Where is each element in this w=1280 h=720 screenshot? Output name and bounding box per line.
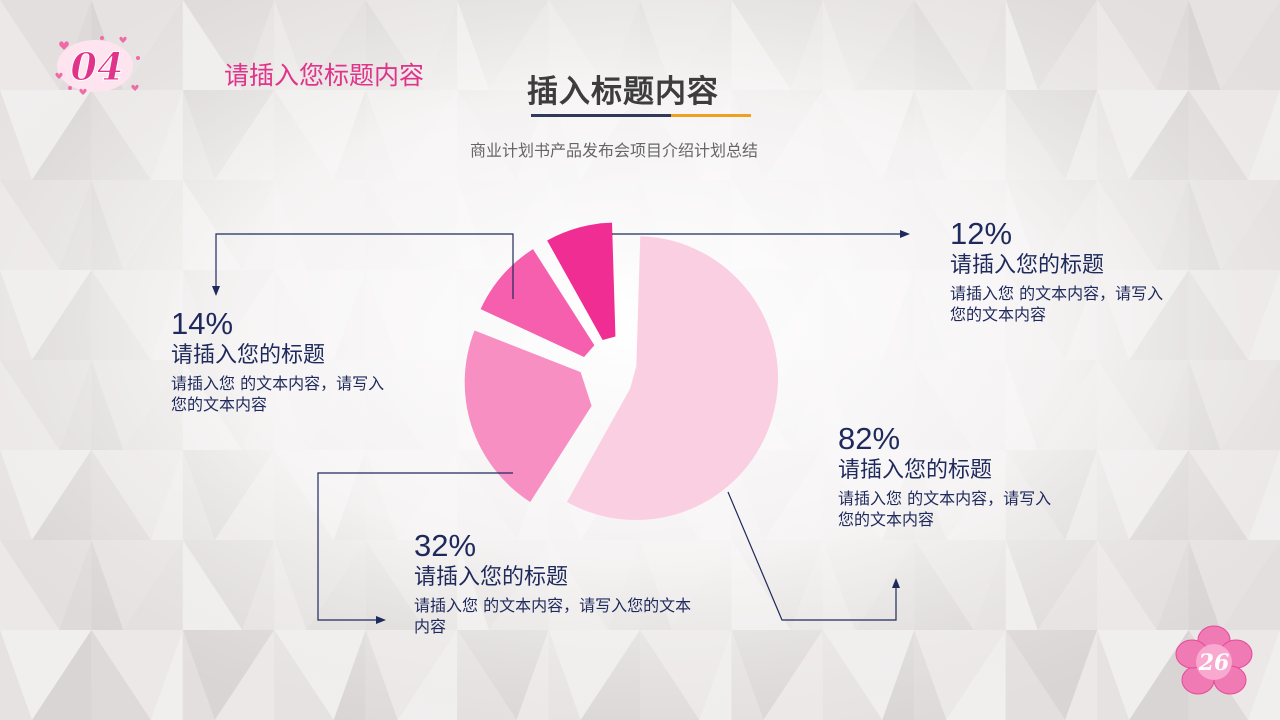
page-number-badge: 26: [1175, 625, 1253, 695]
title-underline: [531, 114, 751, 117]
callout-title: 请插入您的标题: [414, 565, 569, 590]
page-number: 26: [1198, 650, 1230, 676]
callout-percent: 14%: [171, 306, 234, 341]
callout-title: 请插入您的标题: [950, 253, 1105, 278]
pie-slice-12: [547, 222, 616, 341]
section-title: 请插入您标题内容: [224, 61, 425, 90]
callout-title: 请插入您的标题: [838, 458, 993, 483]
callout-percent: 82%: [838, 421, 901, 456]
arrowhead-32: [376, 616, 386, 624]
leader-line-32: [317, 472, 513, 621]
page-subtitle: 商业计划书产品发布会项目介绍计划总结: [470, 141, 759, 160]
section-number: 04: [71, 44, 124, 89]
leader-line-14: [215, 233, 514, 299]
section-number-badge: 04: [55, 36, 140, 95]
callout-12: 12% 请插入您的标题 请插入您 的文本内容，请写入您的文本内容: [950, 218, 1172, 325]
callout-body: 请插入您 的文本内容，请写入您的文本内容: [414, 596, 692, 637]
callout-body: 请插入您 的文本内容，请写入您的文本内容: [950, 284, 1164, 325]
pie-slice-32: [464, 330, 592, 502]
callout-body: 请插入您 的文本内容，请写入您的文本内容: [838, 489, 1052, 530]
arrowhead-12: [900, 230, 910, 238]
arrowhead-82: [892, 578, 900, 588]
page-title: 插入标题内容: [527, 74, 719, 110]
callout-body: 请插入您 的文本内容，请写入您的文本内容: [171, 374, 385, 415]
arrowhead-14: [212, 286, 220, 296]
callout-percent: 32%: [414, 528, 477, 563]
callout-title: 请插入您的标题: [171, 343, 326, 368]
pie-slice-14: [480, 249, 595, 358]
pie-slice-82: [566, 236, 779, 520]
callout-14: 14% 请插入您的标题 请插入您 的文本内容，请写入您的文本内容: [171, 308, 393, 415]
callout-percent: 12%: [950, 216, 1013, 251]
leader-line-82: [727, 491, 897, 621]
callout-32: 32% 请插入您的标题 请插入您 的文本内容，请写入您的文本内容: [414, 530, 704, 637]
callout-82: 82% 请插入您的标题 请插入您 的文本内容，请写入您的文本内容: [838, 423, 1060, 530]
